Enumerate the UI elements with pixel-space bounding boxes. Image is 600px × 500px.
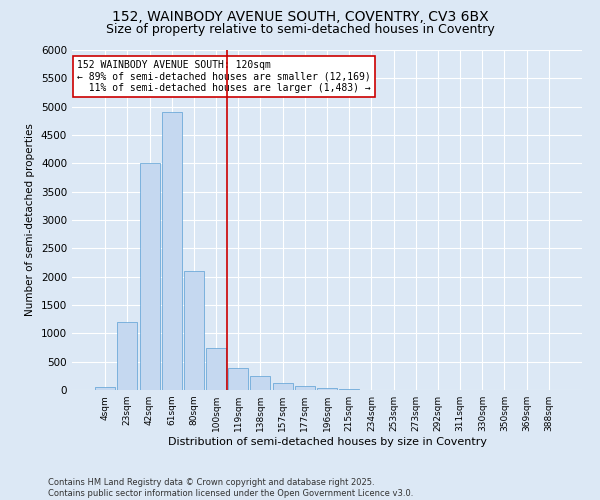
Bar (295, 386, 315, 390)
Text: 152 WAINBODY AVENUE SOUTH: 120sqm
← 89% of semi-detached houses are smaller (12,: 152 WAINBODY AVENUE SOUTH: 120sqm ← 89% … (77, 60, 371, 94)
Bar (228, 368, 248, 390)
Bar (140, 164, 160, 390)
Bar (317, 388, 337, 390)
Text: Size of property relative to semi-detached houses in Coventry: Size of property relative to semi-detach… (106, 22, 494, 36)
Bar (184, 271, 204, 390)
Bar (118, 322, 137, 390)
Bar (162, 112, 182, 390)
Text: 152, WAINBODY AVENUE SOUTH, COVENTRY, CV3 6BX: 152, WAINBODY AVENUE SOUTH, COVENTRY, CV… (112, 10, 488, 24)
Bar (250, 376, 271, 390)
Bar (95, 386, 115, 390)
Y-axis label: Number of semi-detached properties: Number of semi-detached properties (25, 124, 35, 316)
Bar (272, 382, 293, 390)
Bar (206, 348, 226, 390)
Text: Contains HM Land Registry data © Crown copyright and database right 2025.
Contai: Contains HM Land Registry data © Crown c… (48, 478, 413, 498)
X-axis label: Distribution of semi-detached houses by size in Coventry: Distribution of semi-detached houses by … (167, 437, 487, 447)
